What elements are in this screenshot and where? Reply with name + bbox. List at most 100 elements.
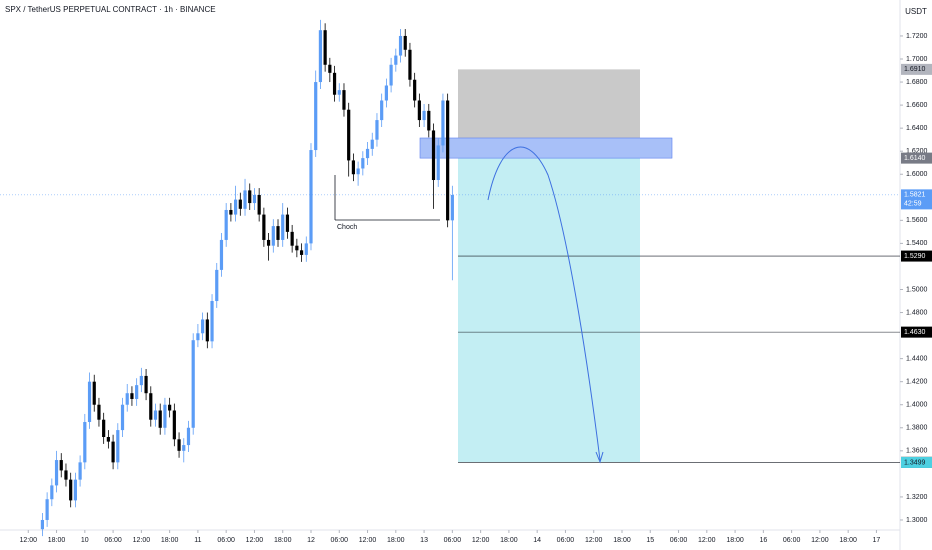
candle-body (351, 160, 356, 175)
candle-body (45, 499, 49, 520)
candle-body (205, 319, 209, 342)
choch-label: Choch (337, 224, 357, 231)
price-countdown: 42:59 (904, 201, 922, 208)
candle-body (54, 460, 59, 486)
candle-body (130, 393, 134, 399)
candle-body (295, 245, 299, 251)
y-tick-label: 1.4000 (906, 402, 928, 409)
x-tick-label: 16 (759, 537, 767, 544)
candle-body (365, 148, 370, 159)
candle-body (257, 194, 261, 215)
y-tick-label: 1.6400 (906, 125, 928, 132)
candle-body (285, 214, 290, 232)
price-tag-label: 1.4630 (904, 329, 926, 336)
x-tick-label: 06:00 (104, 537, 122, 544)
x-tick-label: 12:00 (472, 537, 490, 544)
candle-body (375, 120, 379, 140)
candle-body (158, 410, 162, 428)
candle-body (201, 319, 205, 334)
price-tag (901, 63, 932, 75)
x-tick-label: 18:00 (613, 537, 631, 544)
candle-body (380, 100, 384, 121)
y-tick-label: 1.4400 (906, 355, 928, 362)
candle-body (64, 470, 68, 480)
price-tag (901, 456, 932, 468)
y-tick-label: 1.7000 (906, 56, 928, 63)
candle-body (252, 194, 257, 204)
x-tick-label: 12:00 (133, 537, 151, 544)
y-tick-label: 1.6000 (906, 171, 928, 178)
supply-zone (419, 137, 673, 159)
x-tick-label: 17 (873, 537, 881, 544)
candle-body (403, 35, 407, 50)
candle-body (102, 419, 106, 437)
candle-body (149, 393, 153, 420)
price-tag-label: 1.6910 (904, 66, 926, 73)
x-tick-label: 12:00 (246, 537, 264, 544)
currency-label: USDT (905, 7, 927, 16)
candle-body (120, 404, 125, 431)
candle-body (243, 190, 247, 209)
candle-body (238, 199, 242, 209)
candle-body (135, 385, 139, 399)
candle-body (337, 90, 341, 95)
x-tick-label: 18:00 (839, 537, 857, 544)
candle-body (266, 239, 271, 246)
y-tick-label: 1.6800 (906, 79, 928, 86)
projection-arrow (595, 451, 604, 464)
y-tick-label: 1.3200 (906, 494, 928, 501)
x-tick-label: 06:00 (670, 537, 688, 544)
x-tick-label: 12:00 (811, 537, 829, 544)
candle-body (361, 158, 365, 169)
x-tick-label: 18:00 (387, 537, 405, 544)
candle-body (389, 64, 393, 86)
y-tick-label: 1.6600 (906, 102, 928, 109)
price-tag (901, 189, 932, 210)
candle-body (446, 100, 450, 221)
candle-body (50, 485, 54, 500)
y-tick-label: 1.3000 (906, 517, 928, 524)
candle-body (168, 404, 172, 411)
candle-body (125, 393, 129, 405)
x-tick-label: 18:00 (274, 537, 292, 544)
x-tick-label: 12:00 (698, 537, 716, 544)
y-tick-label: 1.5400 (906, 240, 928, 247)
candle-body (196, 333, 200, 341)
x-tick-label: 18:00 (161, 537, 179, 544)
candle-body (309, 150, 313, 244)
candle-body (299, 250, 304, 255)
candle-body (59, 460, 63, 471)
zones (0, 69, 900, 463)
candle-body (111, 441, 115, 463)
candle-body (139, 375, 143, 386)
x-tick-label: 11 (194, 537, 201, 544)
candle-body (427, 110, 431, 131)
candle-body (182, 445, 186, 451)
candle-body (290, 231, 294, 246)
candle-body (450, 194, 454, 221)
y-tick-label: 1.7200 (906, 33, 928, 40)
y-tick-label: 1.3600 (906, 448, 928, 455)
x-tick-label: 12:00 (585, 537, 603, 544)
candle-body (191, 340, 195, 428)
candle-body (347, 109, 351, 161)
candle-body (413, 79, 417, 101)
price-tag-label: 1.6140 (904, 155, 926, 162)
y-tick-label: 1.5000 (906, 286, 928, 293)
candle-body (186, 427, 191, 446)
candle-body (83, 422, 87, 463)
candle-body (215, 269, 219, 302)
y-tick-label: 1.3800 (906, 425, 928, 432)
candle-body (281, 214, 285, 240)
x-tick-label: 06:00 (783, 537, 801, 544)
x-tick-label: 15 (646, 537, 654, 544)
x-tick-label: 06:00 (331, 537, 349, 544)
candle-body (78, 462, 82, 480)
x-tick-label: 10 (81, 537, 89, 544)
candle-body (106, 436, 110, 442)
candle-body (417, 100, 421, 121)
y-tick-label: 1.5600 (906, 217, 928, 224)
candle-body (356, 168, 360, 175)
price-tag (901, 326, 932, 338)
candle-body (398, 35, 403, 56)
